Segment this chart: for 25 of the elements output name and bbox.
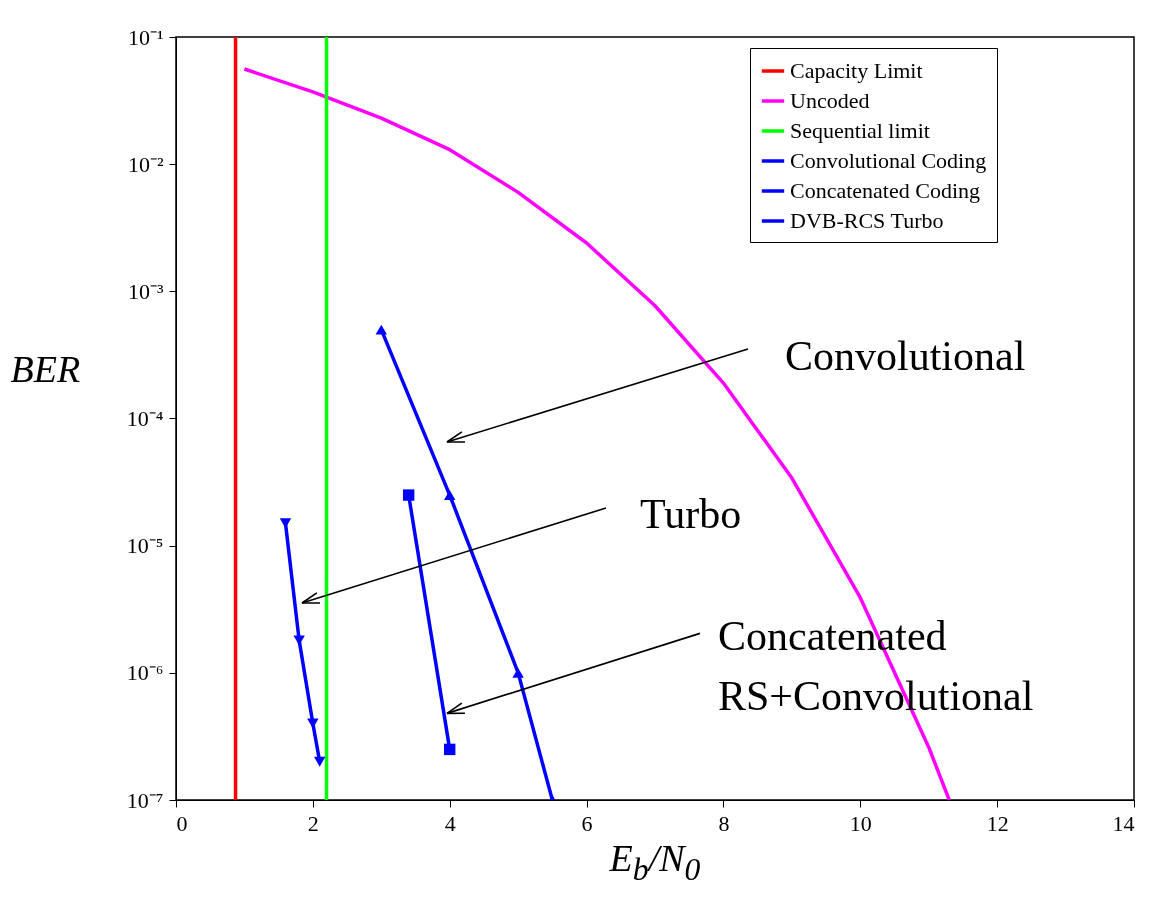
y-tick-label: 10⁻² [127, 151, 164, 177]
y-tick-label: 10⁻³ [127, 278, 164, 304]
x-tick-label: 2 [307, 810, 319, 836]
x-tick-label: 10 [849, 810, 872, 836]
legend-label: Capacity Limit [790, 58, 923, 83]
x-tick-label: 12 [986, 810, 1009, 836]
y-tick-label: 10⁻⁵ [126, 533, 164, 559]
legend-label: Convolutional Coding [790, 148, 987, 173]
annotation: Convolutional [785, 333, 1026, 379]
legend-label: DVB-RCS Turbo [790, 208, 944, 233]
x-axis-title: E$_{b}$/N$_{0}$ [608, 836, 702, 888]
y-tick-label: 10⁻⁷ [126, 787, 164, 813]
x-tick-label: 0 [176, 810, 188, 836]
legend-label: Sequential limit [790, 118, 930, 143]
y-tick-label: 10⁻⁴ [126, 406, 164, 431]
x-tick-label: 4 [444, 810, 456, 836]
y-tick-label: 10⁻⁶ [126, 660, 164, 686]
annotation: Turbo [640, 491, 742, 537]
y-tick-label: 10⁻¹ [127, 24, 164, 50]
x-tick-label: 6 [581, 810, 593, 836]
legend-label: Concatenated Coding [790, 178, 981, 203]
legend-label: Uncoded [790, 88, 870, 113]
y-axis-title: BER [10, 347, 81, 390]
x-tick-label: 14 [1112, 810, 1135, 836]
x-tick-label: 8 [718, 810, 730, 836]
